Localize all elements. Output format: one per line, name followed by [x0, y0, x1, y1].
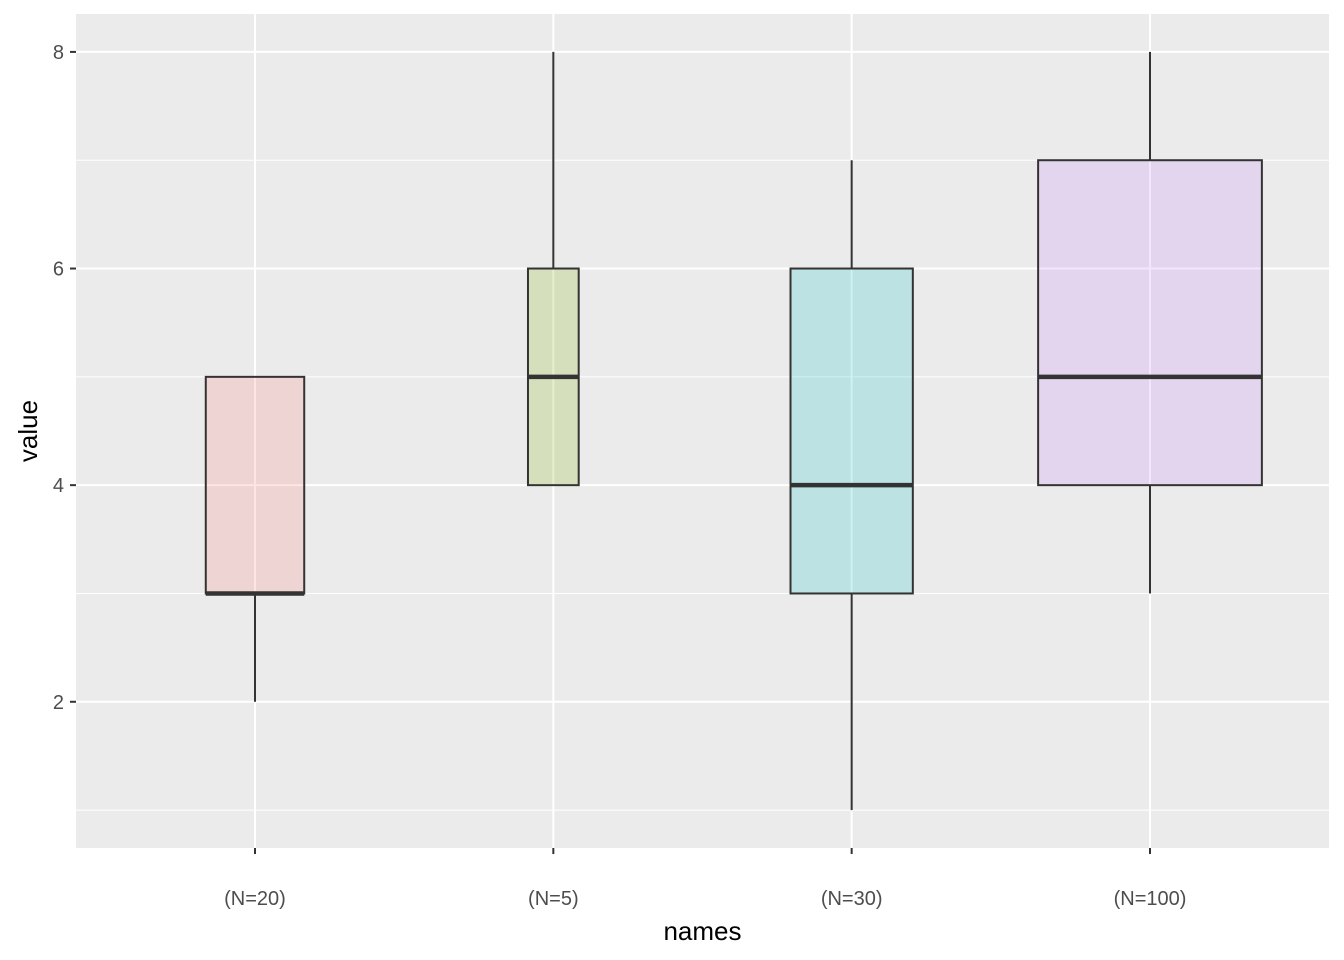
box-body: [789, 267, 914, 595]
y-axis: 2 4 6 8: [53, 42, 76, 714]
y-axis-title: value: [13, 400, 43, 462]
box-1: [526, 51, 580, 487]
x-tick-label: (N=5): [528, 888, 579, 910]
box-body: [1037, 159, 1263, 487]
y-tick-label: 4: [53, 475, 64, 497]
plot-panel: [76, 14, 1329, 848]
box-2: [789, 160, 914, 811]
x-axis-title: names: [663, 916, 741, 946]
x-tick-label: (N=20): [224, 888, 286, 910]
boxes-layer: [204, 51, 1263, 811]
x-tick-label: (N=30): [821, 888, 883, 910]
y-tick-label: 2: [53, 692, 64, 714]
x-axis: (N=20) (N=5) (N=30) (N=100): [224, 848, 1186, 910]
box-3: [1037, 51, 1263, 594]
y-tick-label: 6: [53, 259, 64, 281]
box-0: [204, 375, 306, 702]
x-tick-label: (N=100): [1114, 888, 1187, 910]
y-tick-label: 8: [53, 42, 64, 64]
box-body: [204, 375, 306, 595]
